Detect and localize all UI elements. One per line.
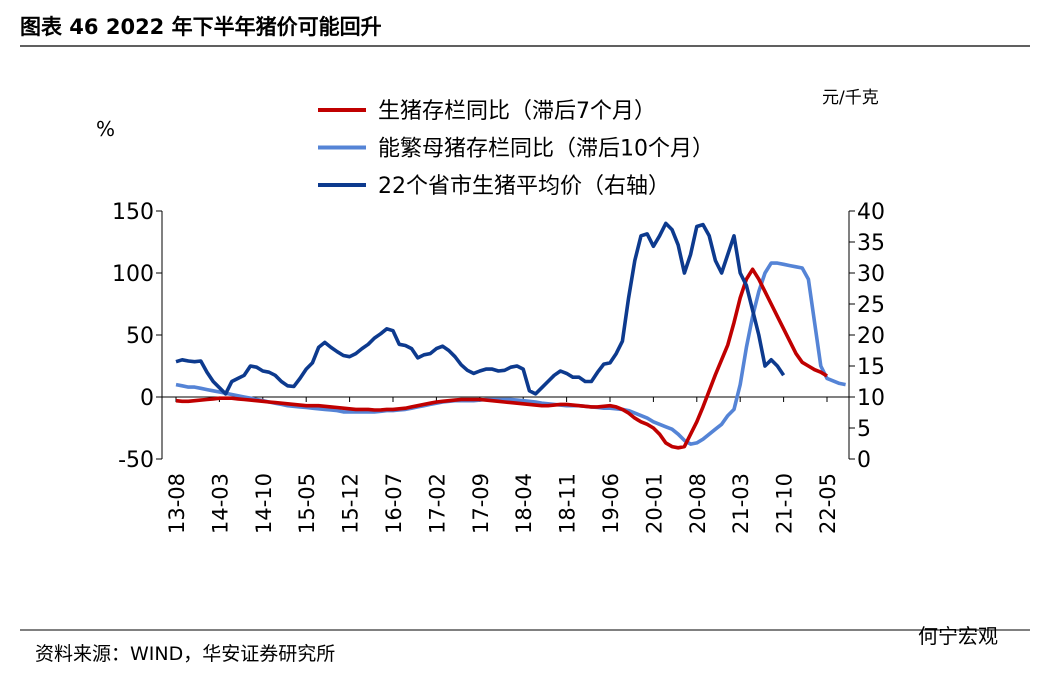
x-tick-label: 18-04 (512, 473, 536, 534)
x-tick-label: 17-09 (469, 473, 493, 534)
x-tick-label: 21-03 (729, 473, 753, 534)
y2-tick-label: 5 (857, 417, 871, 442)
legend-label: 能繁母猪存栏同比（滞后10个月） (378, 137, 714, 162)
series-line (175, 221, 786, 396)
x-tick-label: 14-03 (208, 473, 232, 534)
legend-label: 22个省市生猪平均价（右轴） (378, 174, 670, 199)
watermark: 何宁宏观 (918, 624, 998, 648)
page-title: 图表 46 2022 年下半年猪价可能回升 (20, 15, 382, 39)
y2-tick-label: 20 (857, 324, 885, 349)
y2-tick-label: 0 (857, 448, 871, 473)
source: 资料来源：WIND，华安证券研究所 (35, 643, 335, 665)
y-tick-label: 0 (140, 386, 154, 411)
y2-axis-label: 元/千克 (822, 88, 879, 108)
x-tick-label: 18-11 (556, 473, 580, 534)
x-tick-label: 19-06 (599, 473, 623, 534)
x-tick-label: 22-05 (816, 473, 840, 534)
y-tick-label: 50 (126, 324, 154, 349)
y-tick-label: -50 (118, 448, 154, 473)
y-tick-label: 150 (112, 200, 154, 225)
x-tick-label: 16-07 (382, 473, 406, 534)
x-tick-label: 20-08 (686, 473, 710, 534)
y2-tick-label: 10 (857, 386, 885, 411)
y-tick-label: 100 (112, 262, 154, 287)
y2-tick-label: 25 (857, 293, 885, 318)
y2-tick-label: 15 (857, 355, 885, 380)
series-line (175, 267, 828, 450)
y2-tick-label: 30 (857, 262, 885, 287)
x-tick-label: 20-01 (642, 473, 666, 534)
y2-tick-label: 35 (857, 231, 885, 256)
x-tick-label: 13-08 (165, 473, 189, 534)
x-tick-label: 14-10 (252, 473, 276, 534)
y-axis-label: % (96, 117, 115, 141)
x-tick-label: 15-12 (339, 473, 363, 534)
y2-tick-label: 40 (857, 200, 885, 225)
x-tick-label: 21-10 (773, 473, 797, 534)
x-tick-label: 17-02 (425, 473, 449, 534)
legend-label: 生猪存栏同比（滞后7个月） (378, 99, 656, 124)
series-line (175, 261, 846, 446)
x-tick-label: 15-05 (295, 473, 319, 534)
